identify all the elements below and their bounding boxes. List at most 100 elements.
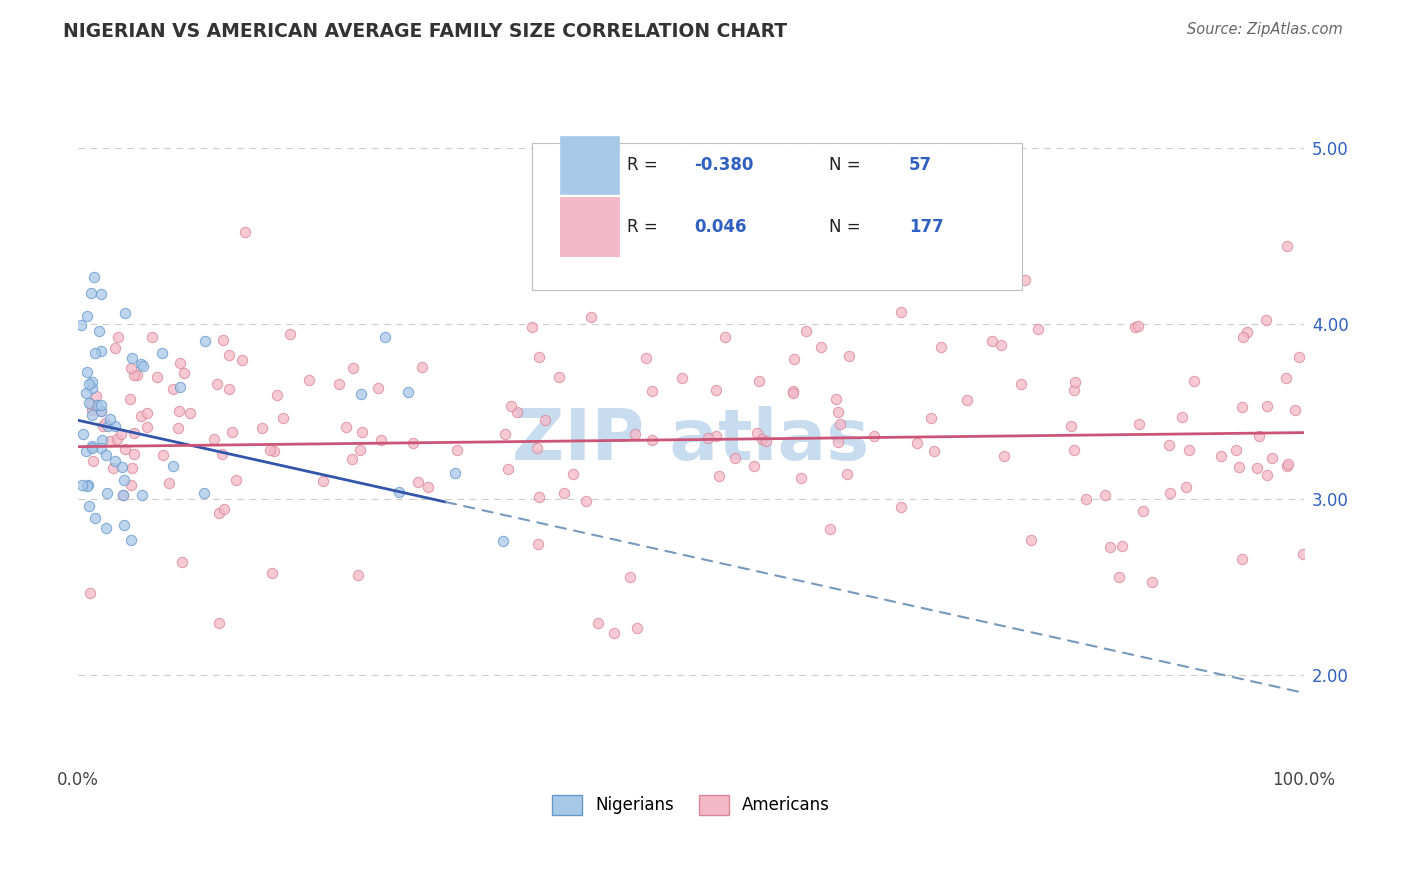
- Point: [1010, 376, 1032, 391]
- Point: [218, 382, 240, 396]
- Point: [830, 417, 852, 431]
- Point: [744, 458, 766, 473]
- Point: [561, 467, 583, 482]
- Text: NIGERIAN VS AMERICAN AVERAGE FAMILY SIZE CORRELATION CHART: NIGERIAN VS AMERICAN AVERAGE FAMILY SIZE…: [63, 22, 787, 41]
- Point: [1225, 443, 1247, 458]
- Point: [179, 406, 201, 420]
- Point: [624, 427, 647, 442]
- Text: R =: R =: [627, 156, 664, 174]
- Point: [141, 329, 163, 343]
- Point: [1178, 442, 1201, 457]
- Point: [1261, 451, 1284, 466]
- Point: [751, 432, 773, 446]
- Point: [402, 436, 425, 450]
- Point: [1063, 442, 1085, 457]
- Text: N =: N =: [830, 218, 866, 235]
- Point: [84, 389, 107, 403]
- Point: [349, 442, 371, 457]
- Point: [207, 376, 229, 391]
- Point: [1175, 480, 1198, 494]
- Point: [1108, 570, 1130, 584]
- Point: [225, 474, 247, 488]
- Point: [79, 586, 101, 600]
- Point: [350, 387, 373, 401]
- Point: [1288, 350, 1310, 364]
- Point: [131, 488, 153, 502]
- Point: [121, 351, 143, 366]
- Point: [890, 305, 912, 319]
- Point: [603, 625, 626, 640]
- Point: [82, 380, 104, 394]
- Point: [704, 383, 727, 397]
- Point: [534, 413, 557, 427]
- Point: [72, 426, 94, 441]
- FancyBboxPatch shape: [560, 197, 619, 256]
- Point: [298, 373, 321, 387]
- Point: [120, 478, 142, 492]
- Point: [783, 352, 806, 367]
- Point: [162, 458, 184, 473]
- Point: [748, 374, 770, 388]
- Point: [84, 511, 107, 525]
- Point: [136, 419, 159, 434]
- Point: [212, 333, 235, 347]
- Point: [82, 439, 104, 453]
- Point: [956, 392, 979, 407]
- Point: [1064, 375, 1087, 389]
- Point: [522, 319, 544, 334]
- Point: [1159, 486, 1181, 500]
- Point: [526, 536, 548, 550]
- Point: [1227, 460, 1250, 475]
- Point: [118, 392, 141, 407]
- Point: [157, 475, 180, 490]
- Point: [278, 326, 301, 341]
- Point: [1230, 401, 1253, 415]
- Point: [75, 443, 97, 458]
- Point: [619, 569, 641, 583]
- Point: [125, 368, 148, 382]
- Point: [208, 615, 231, 630]
- Point: [396, 384, 419, 399]
- Point: [1230, 551, 1253, 566]
- Point: [233, 225, 256, 239]
- Point: [79, 395, 101, 409]
- Point: [1014, 273, 1036, 287]
- Legend: Nigerians, Americans: Nigerians, Americans: [543, 787, 838, 823]
- Point: [367, 381, 389, 395]
- Point: [1171, 410, 1194, 425]
- Point: [714, 330, 737, 344]
- Point: [132, 359, 155, 373]
- Point: [1019, 533, 1042, 547]
- Point: [709, 468, 731, 483]
- Point: [70, 318, 93, 333]
- Point: [1256, 467, 1278, 482]
- Point: [838, 349, 860, 363]
- Point: [350, 425, 373, 439]
- Point: [263, 444, 285, 458]
- Point: [87, 324, 110, 338]
- Point: [890, 500, 912, 515]
- Point: [96, 418, 118, 433]
- Point: [446, 443, 468, 458]
- Point: [218, 348, 240, 362]
- Point: [202, 432, 225, 446]
- Point: [122, 368, 145, 382]
- Point: [94, 416, 117, 430]
- Point: [169, 356, 191, 370]
- Point: [1123, 320, 1146, 334]
- Text: Source: ZipAtlas.com: Source: ZipAtlas.com: [1187, 22, 1343, 37]
- Point: [262, 566, 284, 580]
- Point: [1126, 318, 1149, 333]
- Point: [112, 518, 135, 533]
- Point: [1256, 400, 1278, 414]
- FancyBboxPatch shape: [560, 136, 619, 194]
- Text: 177: 177: [910, 218, 943, 235]
- Point: [1142, 574, 1164, 589]
- Point: [1277, 459, 1299, 474]
- Point: [1284, 403, 1306, 417]
- Point: [100, 434, 122, 448]
- Point: [112, 487, 135, 501]
- Point: [112, 488, 135, 502]
- Point: [837, 467, 859, 481]
- Point: [575, 493, 598, 508]
